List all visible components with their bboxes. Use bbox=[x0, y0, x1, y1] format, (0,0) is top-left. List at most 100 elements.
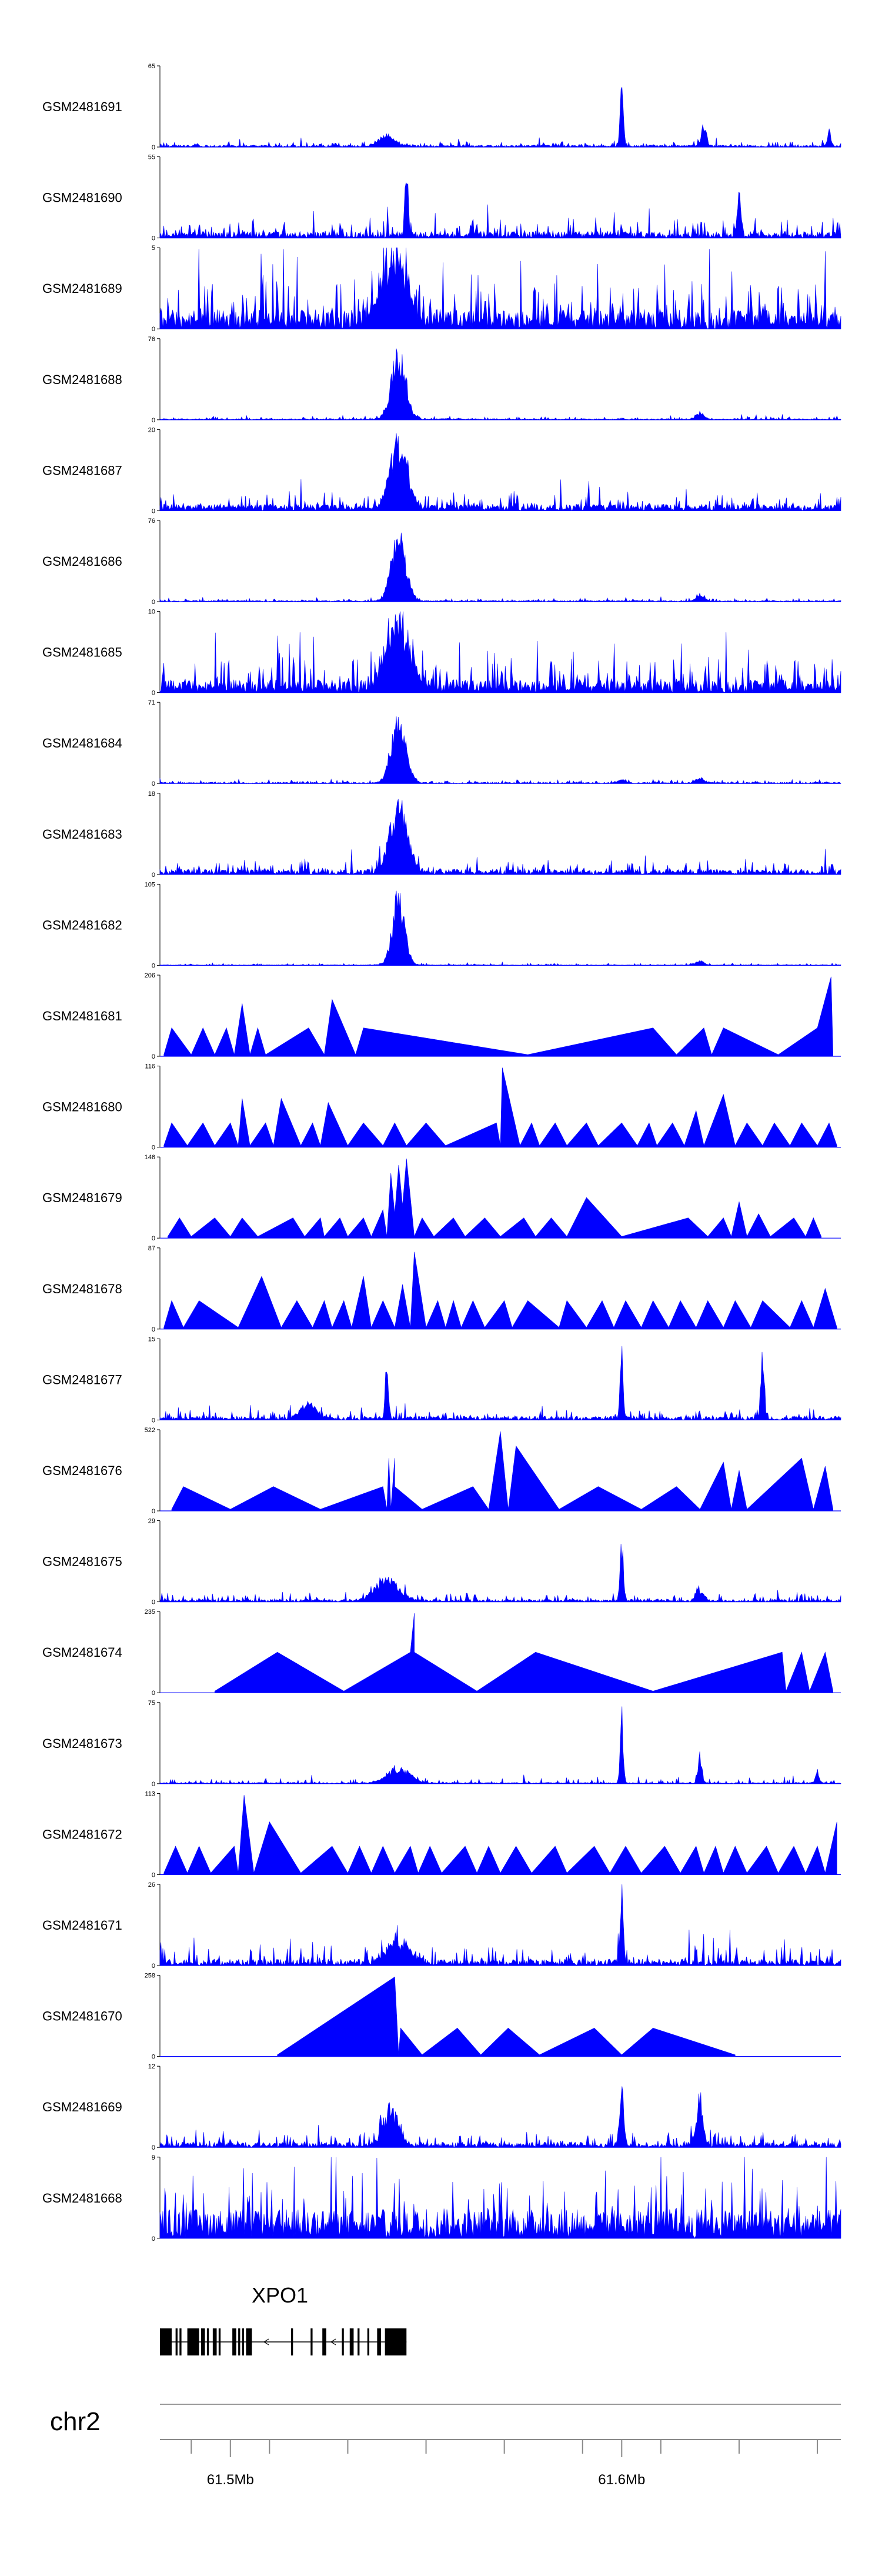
gene-name-label: XPO1 bbox=[252, 2283, 308, 2307]
chromosome-label: chr2 bbox=[50, 2407, 101, 2436]
track-signal-area bbox=[159, 2086, 841, 2148]
track-label: GSM2481691 bbox=[42, 99, 122, 114]
track-GSM2481684: GSM2481684 71 0 bbox=[42, 699, 841, 788]
track-label: GSM2481688 bbox=[42, 372, 122, 387]
gene-exon bbox=[206, 2328, 209, 2355]
gene-exon bbox=[310, 2328, 313, 2355]
track-GSM2481690: GSM2481690 55 0 bbox=[42, 154, 841, 242]
track-y-min-label: 0 bbox=[152, 508, 155, 515]
track-y-min-label: 0 bbox=[152, 1871, 155, 1878]
track-label: GSM2481683 bbox=[42, 827, 122, 842]
track-GSM2481676: GSM2481676 522 0 bbox=[42, 1427, 841, 1515]
track-label: GSM2481675 bbox=[42, 1554, 122, 1569]
track-y-max-label: 105 bbox=[145, 881, 155, 888]
track-label: GSM2481682 bbox=[42, 917, 122, 932]
track-label: GSM2481679 bbox=[42, 1190, 122, 1205]
track-label: GSM2481690 bbox=[42, 191, 122, 205]
track-GSM2481668: GSM2481668 9 0 bbox=[42, 2154, 841, 2243]
track-y-max-label: 75 bbox=[148, 1700, 155, 1707]
track-label: GSM2481674 bbox=[42, 1645, 122, 1660]
track-y-max-label: 15 bbox=[148, 1336, 155, 1343]
track-y-min-label: 0 bbox=[152, 1053, 155, 1060]
track-GSM2481680: GSM2481680 116 0 bbox=[42, 1063, 841, 1152]
track-GSM2481672: GSM2481672 113 0 bbox=[42, 1790, 841, 1878]
axis-tick-label: 61.6Mb bbox=[598, 2472, 645, 2488]
track-y-min-label: 0 bbox=[152, 1235, 155, 1242]
track-y-max-label: 522 bbox=[145, 1427, 155, 1434]
track-label: GSM2481670 bbox=[42, 2009, 122, 2024]
gene-exon bbox=[367, 2328, 370, 2355]
track-GSM2481688: GSM2481688 76 0 bbox=[42, 336, 841, 424]
track-y-min-label: 0 bbox=[152, 1963, 155, 1970]
signal-tracks: GSM2481691650GSM2481690550GSM248168950GS… bbox=[42, 63, 841, 2243]
track-signal-area bbox=[159, 532, 841, 602]
track-label: GSM2481671 bbox=[42, 1918, 122, 1933]
track-label: GSM2481673 bbox=[42, 1736, 122, 1751]
track-y-min-label: 0 bbox=[152, 1417, 155, 1424]
track-signal-area bbox=[159, 182, 841, 239]
track-signal-area bbox=[159, 433, 841, 512]
track-signal-area bbox=[159, 1544, 841, 1603]
gene-exon bbox=[242, 2328, 245, 2355]
track-y-max-label: 76 bbox=[148, 518, 155, 525]
gene-exon bbox=[385, 2328, 407, 2355]
gene-exon bbox=[358, 2328, 360, 2355]
track-y-max-label: 146 bbox=[145, 1154, 155, 1161]
track-y-max-label: 26 bbox=[148, 1881, 155, 1888]
track-GSM2481675: GSM2481675 29 0 bbox=[42, 1518, 841, 1606]
track-signal-area bbox=[159, 716, 841, 784]
track-signal-area bbox=[159, 348, 841, 421]
track-GSM2481683: GSM2481683 18 0 bbox=[42, 790, 841, 879]
genome-axis: chr2 61.5Mb 61.6Mb bbox=[50, 2404, 841, 2488]
track-label: GSM2481678 bbox=[42, 1282, 122, 1296]
track-y-max-label: 5 bbox=[152, 245, 155, 252]
track-label: GSM2481684 bbox=[42, 736, 122, 750]
gene-exon bbox=[377, 2328, 382, 2355]
track-GSM2481689: GSM2481689 5 0 bbox=[42, 245, 841, 333]
track-signal-area bbox=[159, 1706, 841, 1784]
track-GSM2481669: GSM2481669 12 0 bbox=[42, 2063, 841, 2151]
track-label: GSM2481680 bbox=[42, 1100, 122, 1115]
track-label: GSM2481686 bbox=[42, 554, 122, 569]
track-signal-area bbox=[277, 1976, 736, 2057]
track-y-min-label: 0 bbox=[152, 2144, 155, 2151]
track-signal-area bbox=[159, 1346, 841, 1421]
track-y-min-label: 0 bbox=[152, 2054, 155, 2061]
track-y-max-label: 113 bbox=[145, 1790, 155, 1797]
track-GSM2481678: GSM2481678 87 0 bbox=[42, 1245, 841, 1333]
track-y-max-label: 116 bbox=[145, 1063, 155, 1070]
track-y-max-label: 9 bbox=[152, 2154, 155, 2161]
track-label: GSM2481669 bbox=[42, 2100, 122, 2114]
track-y-max-label: 65 bbox=[148, 63, 155, 70]
track-y-min-label: 0 bbox=[152, 780, 155, 788]
track-signal-area bbox=[159, 611, 841, 693]
track-GSM2481673: GSM2481673 75 0 bbox=[42, 1700, 841, 1788]
track-GSM2481670: GSM2481670 258 0 bbox=[42, 1973, 841, 2061]
track-signal-area bbox=[171, 1431, 833, 1511]
gene-exon bbox=[246, 2328, 252, 2355]
track-signal-area bbox=[159, 2157, 841, 2239]
gene-exon bbox=[349, 2328, 354, 2355]
track-y-max-label: 10 bbox=[148, 609, 155, 616]
track-y-min-label: 0 bbox=[152, 1781, 155, 1788]
gene-strand-arrow bbox=[330, 2338, 336, 2345]
track-signal-area bbox=[163, 976, 833, 1057]
track-y-min-label: 0 bbox=[152, 872, 155, 879]
track-y-max-label: 76 bbox=[148, 336, 155, 343]
track-signal-area bbox=[163, 1252, 837, 1330]
track-label: GSM2481685 bbox=[42, 645, 122, 660]
gene-exon bbox=[175, 2328, 178, 2355]
track-GSM2481682: GSM2481682 105 0 bbox=[42, 881, 841, 969]
gene-exon bbox=[290, 2328, 293, 2355]
track-signal-area bbox=[159, 247, 841, 329]
track-y-max-label: 206 bbox=[145, 972, 155, 979]
track-y-min-label: 0 bbox=[152, 1599, 155, 1606]
track-GSM2481686: GSM2481686 76 0 bbox=[42, 518, 841, 606]
track-signal-area bbox=[159, 1884, 841, 1967]
track-label: GSM2481668 bbox=[42, 2191, 122, 2205]
track-y-min-label: 0 bbox=[152, 326, 155, 333]
track-y-max-label: 55 bbox=[148, 154, 155, 161]
track-signal-area bbox=[159, 799, 841, 875]
track-label: GSM2481672 bbox=[42, 1827, 122, 1841]
track-signal-area bbox=[159, 86, 841, 148]
